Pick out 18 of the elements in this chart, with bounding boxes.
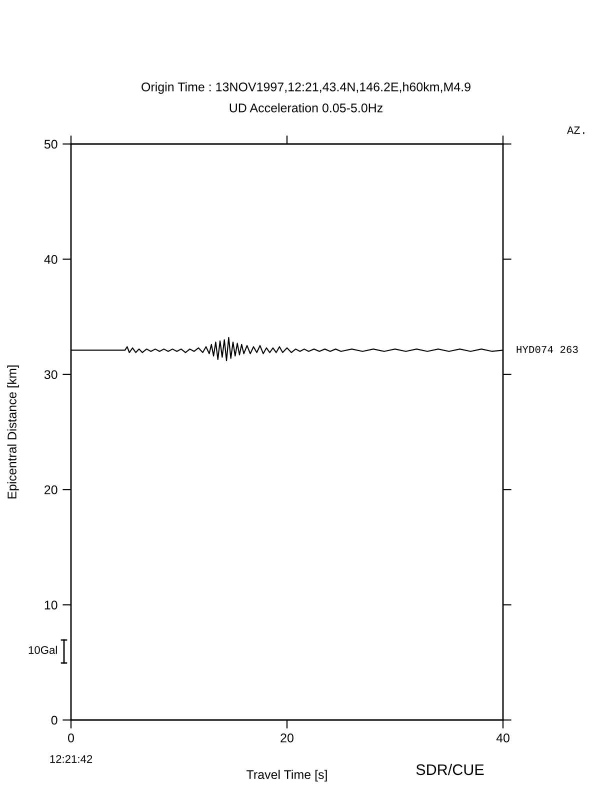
- y-axis-title: Epicentral Distance [km]: [7, 366, 19, 498]
- text: 10Gal: [28, 646, 57, 654]
- text: SDR/CUE: [416, 764, 484, 776]
- y-tick-label: 0: [51, 716, 58, 725]
- y-tick-label: 50: [44, 140, 58, 149]
- chart-subtitle: UD Acceleration 0.05-5.0Hz: [230, 103, 383, 112]
- y-tick-label: 30: [44, 370, 58, 380]
- y-tick-label: 40: [44, 255, 58, 264]
- text: 12:21:42: [50, 755, 92, 763]
- x-tick-label: 40: [496, 734, 510, 742]
- y-tick-label: 10: [44, 600, 58, 610]
- text: AZ.: [566, 126, 584, 134]
- x-axis-title: Travel Time [s]: [246, 770, 327, 782]
- series-label: HYD074 263: [516, 346, 578, 354]
- x-tick-label: 0: [68, 734, 74, 742]
- x-tick-label: 20: [280, 734, 294, 742]
- y-tick-label: 20: [44, 485, 58, 494]
- chart-title: Origin Time : 13NOV1997,12:21,43.4N,146.2E,h60km,M4.9: [142, 82, 470, 94]
